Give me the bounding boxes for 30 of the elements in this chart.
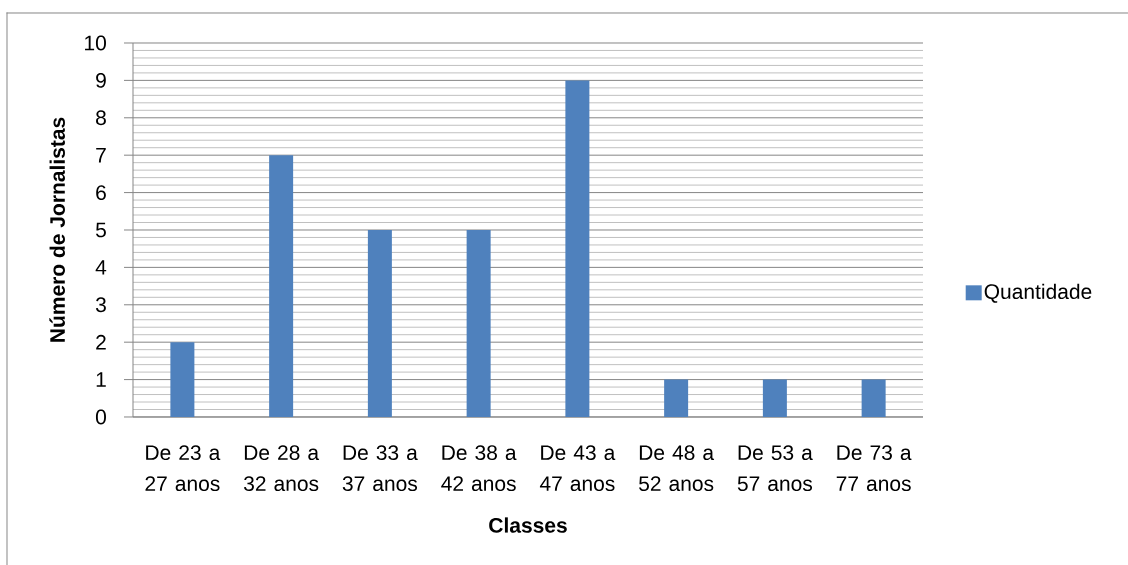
bar xyxy=(367,229,392,417)
x-tick-label: De 28 a 32 anos xyxy=(243,445,320,492)
x-axis-title: Classes xyxy=(489,517,567,533)
x-tick-label: De 43 a 47 anos xyxy=(539,445,616,492)
bar xyxy=(664,379,689,417)
y-tick-label: 2 xyxy=(96,334,106,350)
y-tick-label: 3 xyxy=(95,297,106,313)
x-tick-label: De 53 a 57 anos xyxy=(737,445,813,492)
y-tick-label: 5 xyxy=(95,222,106,238)
bar xyxy=(170,342,195,417)
x-tick-label: De 48 a 52 anos xyxy=(639,445,715,492)
bar xyxy=(269,155,294,417)
y-tick-label: 0 xyxy=(95,409,106,425)
y-tick-label: 7 xyxy=(96,147,106,163)
x-tick-label: De 23 a 27 anos xyxy=(145,445,221,492)
bar xyxy=(466,229,491,417)
x-tick-label: De 73 a 77 anos xyxy=(836,445,912,492)
legend-label: Quantidade xyxy=(984,283,1092,303)
bar xyxy=(762,379,787,417)
y-tick-label: 4 xyxy=(95,260,107,275)
x-tick-label: De 33 a 37 anos xyxy=(342,445,418,492)
y-tick-label: 9 xyxy=(96,72,106,88)
y-tick-label: 8 xyxy=(96,110,106,126)
y-tick-label: 1 xyxy=(96,372,106,387)
x-tick-label: De 38 a 42 anos xyxy=(441,445,517,492)
y-axis-title: Número de Jornalistas xyxy=(49,117,65,342)
y-tick-label: 6 xyxy=(96,185,106,201)
bar xyxy=(861,379,886,417)
y-tick-label: 10 xyxy=(85,35,106,51)
bar xyxy=(565,80,590,417)
